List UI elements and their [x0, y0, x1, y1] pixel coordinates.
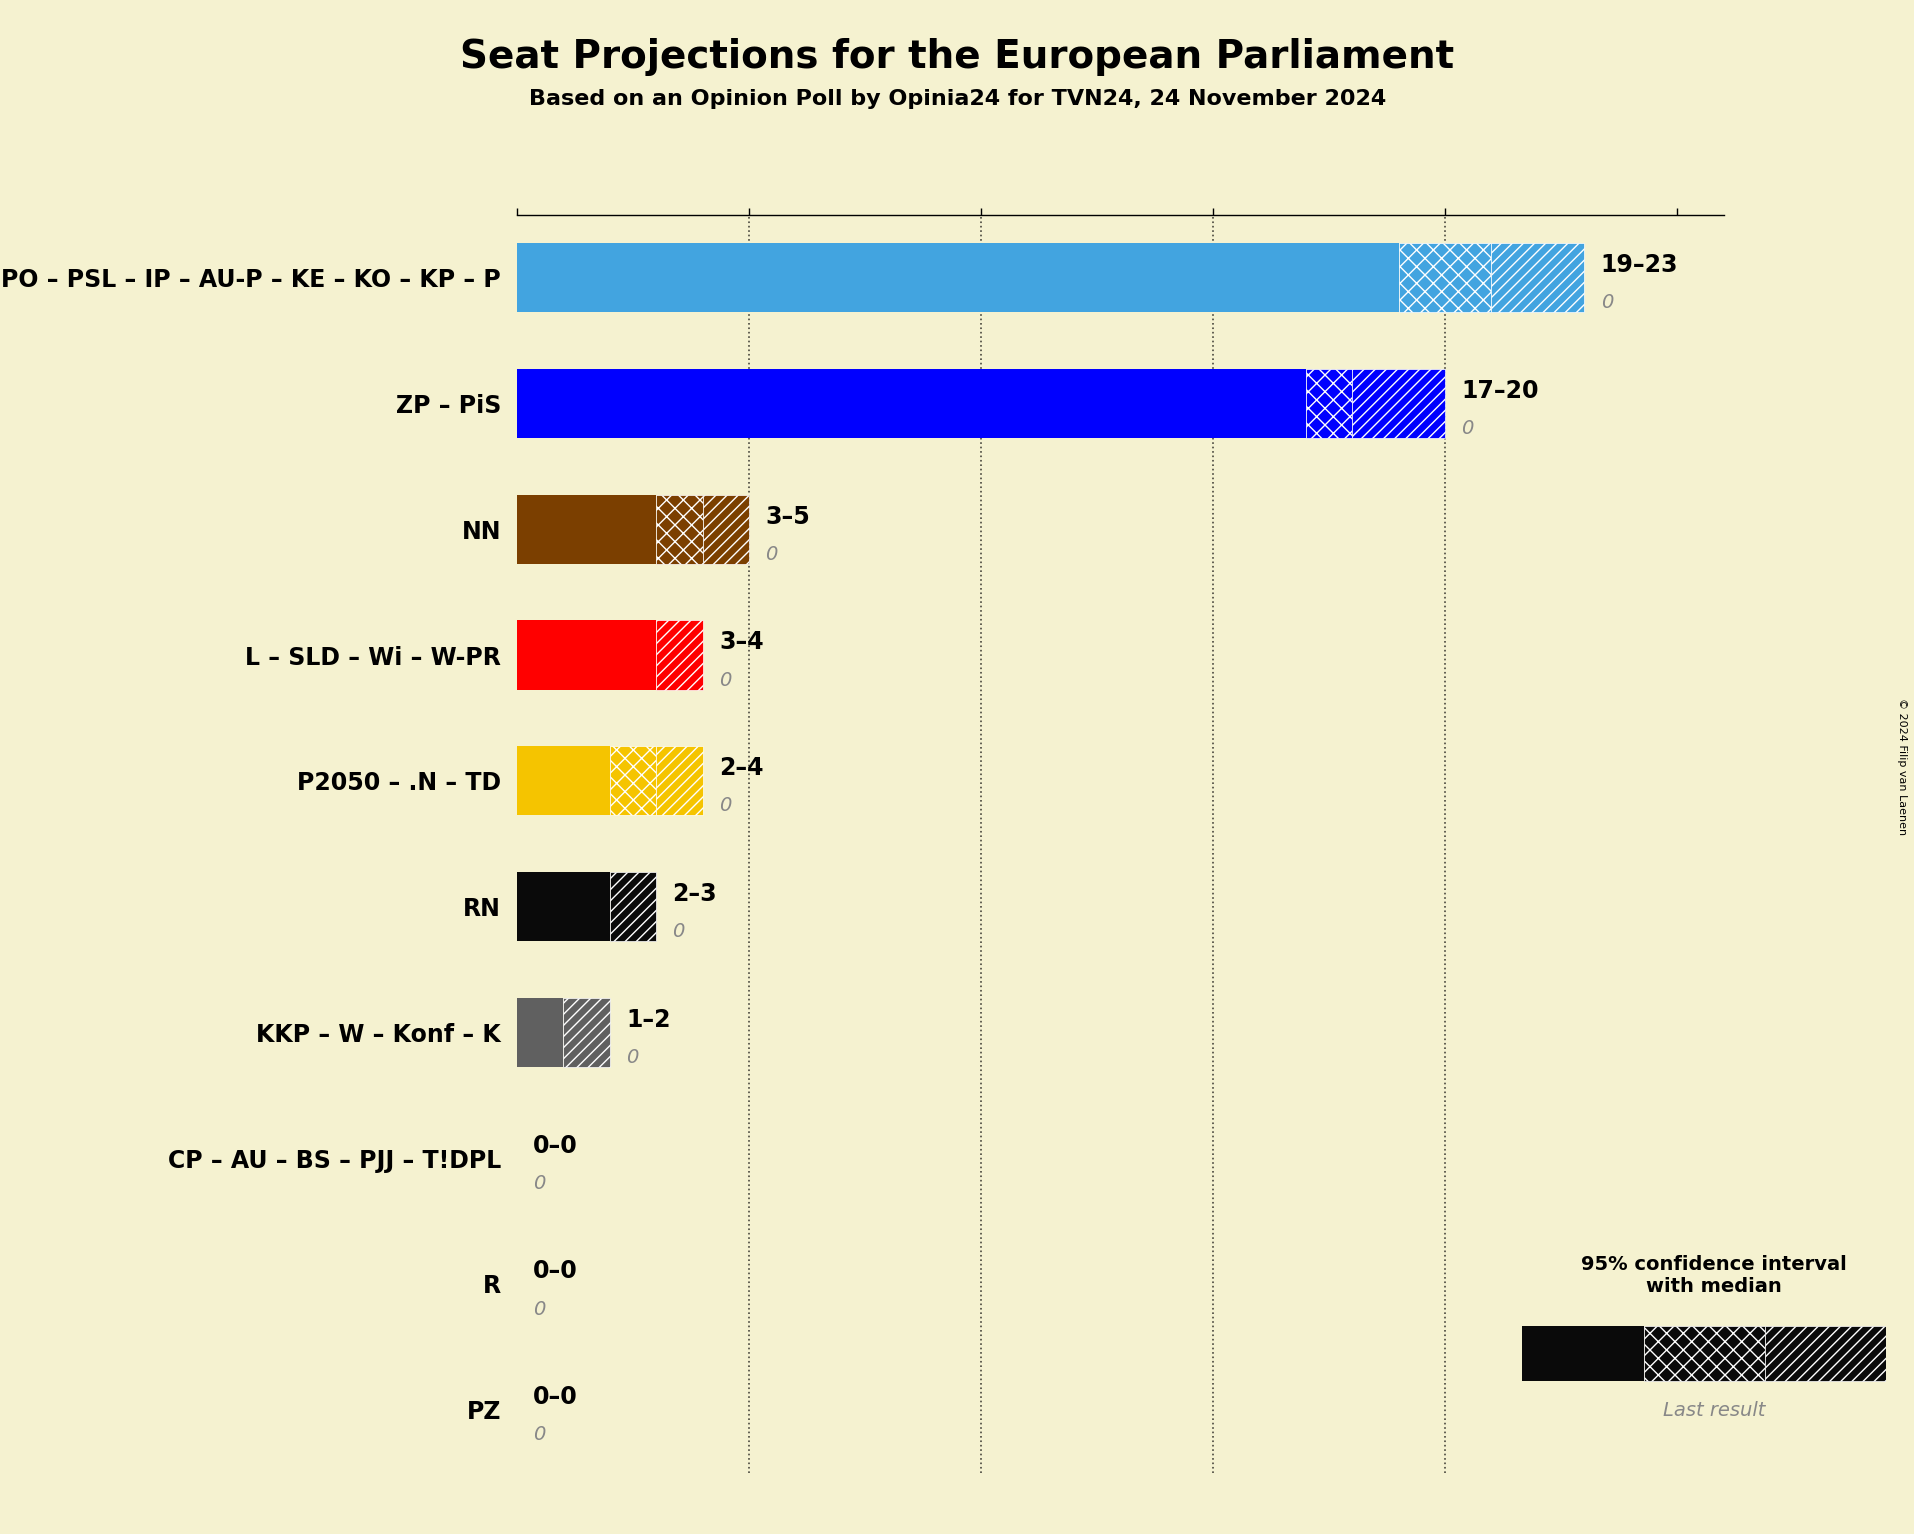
Text: 0–0: 0–0	[532, 1259, 578, 1284]
Text: Seat Projections for the European Parliament: Seat Projections for the European Parlia…	[459, 38, 1455, 77]
Bar	[517, 871, 609, 942]
Text: 1–2: 1–2	[626, 1008, 670, 1032]
Bar	[517, 620, 657, 690]
Text: 2–4: 2–4	[718, 756, 764, 781]
Text: 0: 0	[718, 796, 731, 816]
Bar	[1642, 1327, 1765, 1381]
Text: 19–23: 19–23	[1600, 253, 1677, 278]
Text: © 2024 Filip van Laenen: © 2024 Filip van Laenen	[1895, 698, 1906, 836]
Text: Last result: Last result	[1661, 1401, 1765, 1419]
Text: 0: 0	[718, 670, 731, 690]
Bar	[517, 368, 1305, 439]
Text: 0: 0	[532, 1425, 545, 1445]
Text: 3–5: 3–5	[766, 505, 810, 529]
Bar	[702, 494, 748, 565]
Text: 0: 0	[532, 1299, 545, 1319]
Text: 95% confidence interval
with median: 95% confidence interval with median	[1581, 1255, 1845, 1296]
Text: Based on an Opinion Poll by Opinia24 for TVN24, 24 November 2024: Based on an Opinion Poll by Opinia24 for…	[528, 89, 1386, 109]
Text: 3–4: 3–4	[718, 630, 764, 655]
Bar	[1397, 242, 1491, 313]
Bar	[563, 997, 609, 1068]
Bar	[1305, 368, 1351, 439]
Text: 0–0: 0–0	[532, 1134, 578, 1158]
Text: 0: 0	[1460, 419, 1474, 439]
Bar	[609, 871, 657, 942]
Text: 2–3: 2–3	[672, 882, 716, 907]
Text: 17–20: 17–20	[1460, 379, 1539, 403]
Text: 0: 0	[766, 545, 777, 565]
Bar	[1351, 368, 1445, 439]
Bar	[517, 997, 563, 1068]
Bar	[517, 494, 657, 565]
Bar	[517, 746, 609, 816]
Bar	[609, 746, 657, 816]
Bar	[657, 620, 702, 690]
Text: 0: 0	[626, 1048, 637, 1068]
Bar	[1522, 1327, 1642, 1381]
Bar	[657, 494, 702, 565]
Text: 0: 0	[1600, 293, 1612, 313]
Text: 0–0: 0–0	[532, 1385, 578, 1410]
Bar	[1491, 242, 1583, 313]
Bar	[657, 746, 702, 816]
Bar	[1765, 1327, 1885, 1381]
Bar	[517, 242, 1397, 313]
Text: 0: 0	[672, 922, 685, 942]
Text: 0: 0	[532, 1174, 545, 1193]
